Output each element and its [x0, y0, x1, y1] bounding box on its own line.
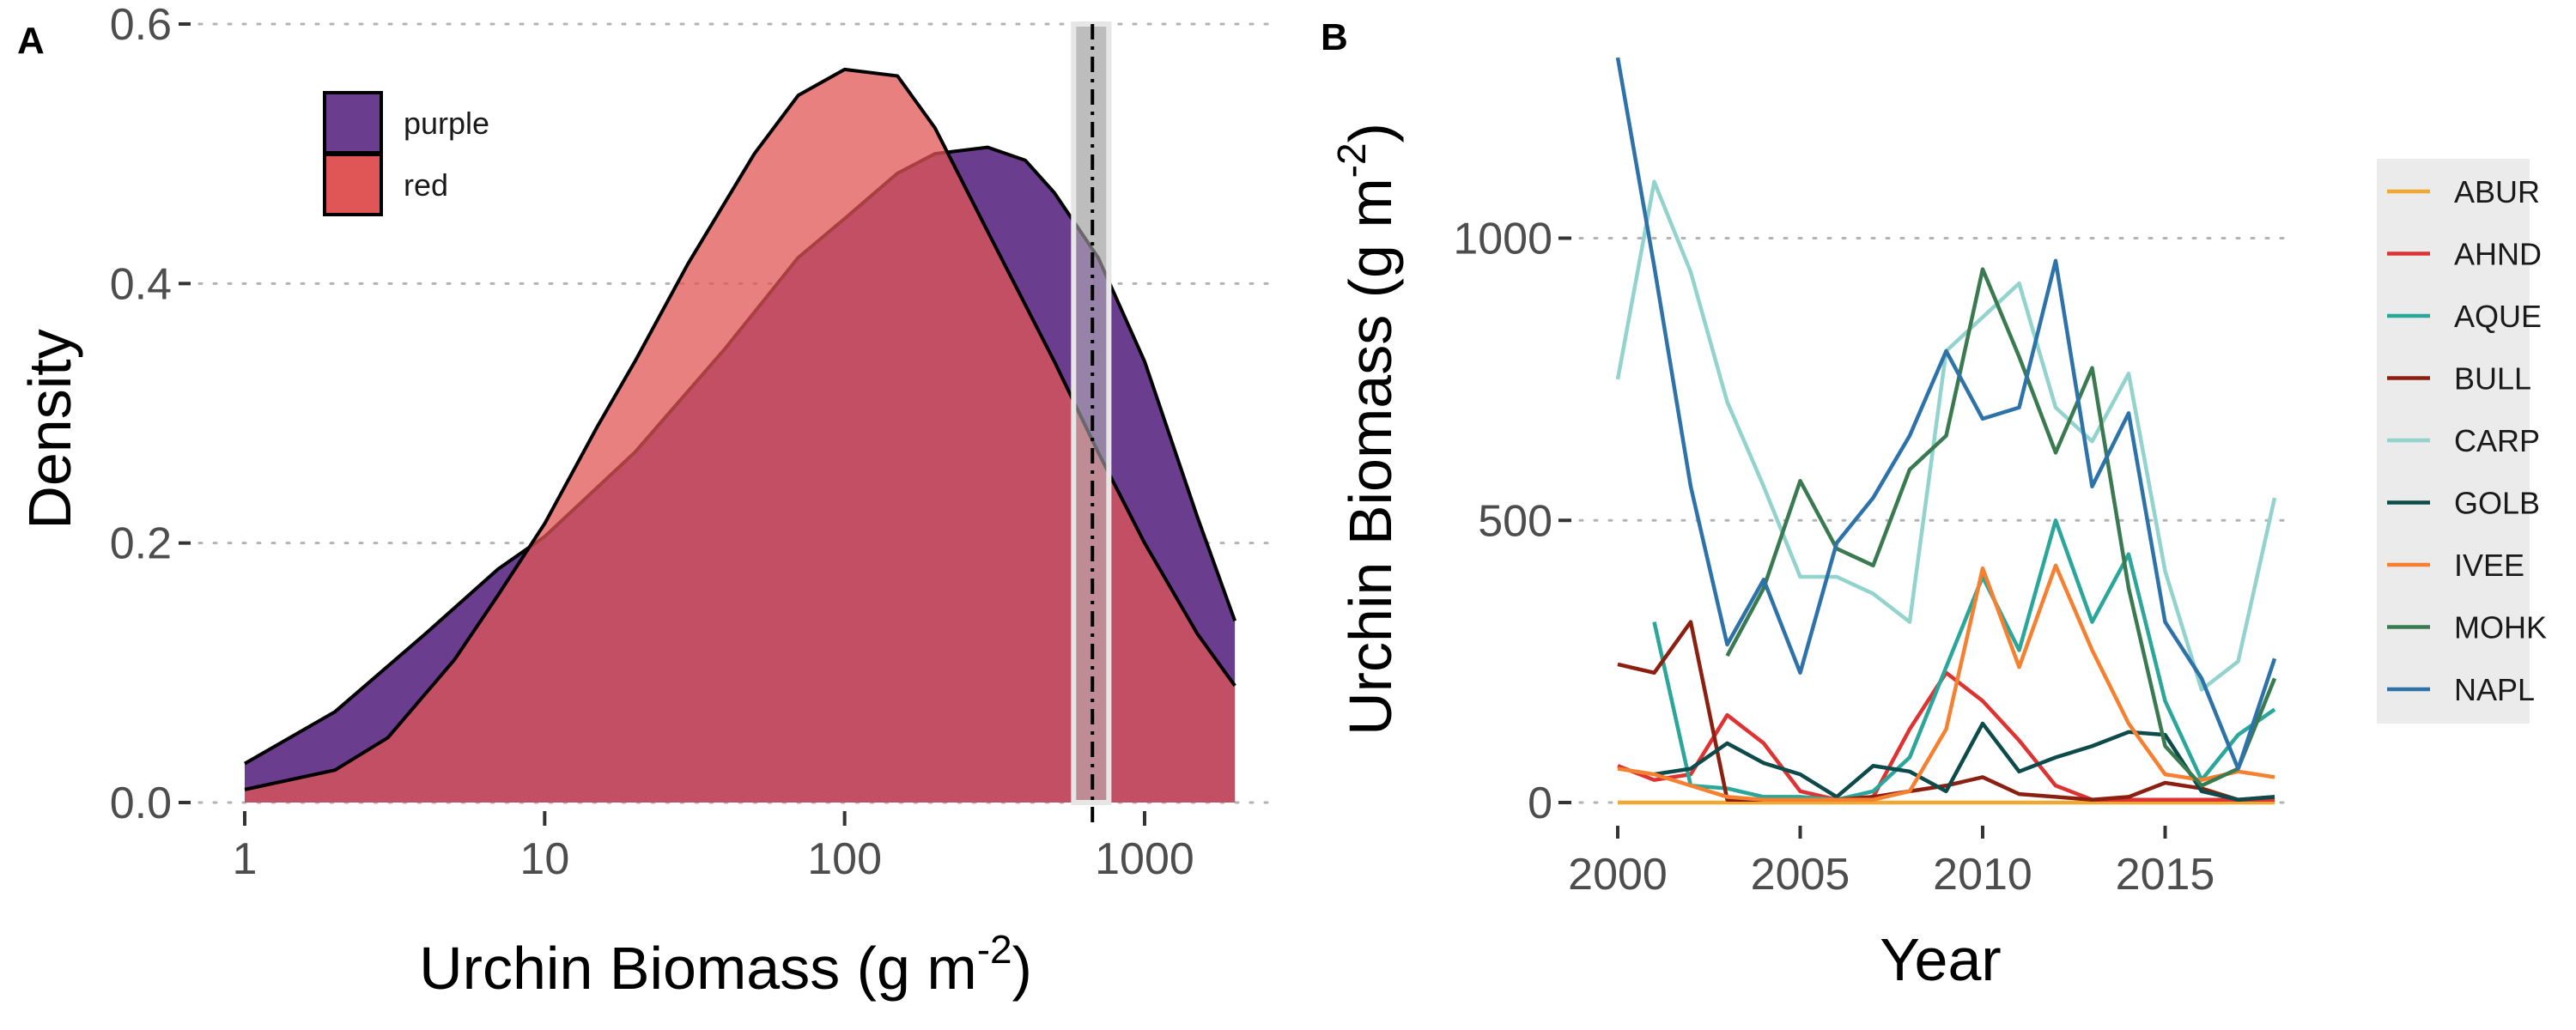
density-legend-swatch-purple: [323, 91, 383, 154]
density-panel: A 0.0 0.2 0.4 0.6 1 10 100 1000 purple red Dens…: [16, 0, 1281, 1002]
density-y-tick-label: 0.6: [110, 0, 172, 50]
timeseries-x-tick-label: 2005: [1751, 850, 1850, 900]
timeseries-legend: ABUR AHND AQUE BULL CARP GOLB IVEE MOHK NAPL: [2377, 159, 2547, 724]
density-x-axis-title: Urchin Biomass (g m-2): [419, 927, 1032, 1002]
density-area-red: [245, 69, 1236, 803]
timeseries-legend-label-carp: CARP: [2454, 423, 2540, 458]
timeseries-panel: B 0 500 1000 2000 2005 2010 2015 ABUR AHND AQUE…: [1321, 16, 2547, 993]
reference-band-overlay: [1071, 21, 1112, 805]
timeseries-legend-label-mohk: MOHK: [2454, 610, 2547, 645]
density-x-tick-label: 10: [519, 834, 569, 884]
timeseries-legend-label-ahnd: AHND: [2454, 237, 2542, 272]
timeseries-x-tick-label: 2015: [2116, 850, 2215, 900]
timeseries-y-title-sup: -2: [1329, 142, 1374, 178]
timeseries-x-ticks: 2000 2005 2010 2015: [1568, 826, 2215, 900]
timeseries-x-tick-label: 2000: [1568, 850, 1668, 900]
timeseries-x-tick-label: 2010: [1933, 850, 2032, 900]
series-line-bull: [1617, 620, 2275, 802]
timeseries-lines: [1615, 57, 2277, 805]
timeseries-y-title-main: Urchin Biomass (g m: [1337, 178, 1404, 736]
density-legend-swatch-red: [323, 153, 383, 216]
timeseries-legend-label-ivee: IVEE: [2454, 548, 2524, 583]
density-x-tick-label: 1000: [1095, 834, 1194, 884]
reference-line: [1071, 21, 1112, 828]
timeseries-y-ticks: 0 500 1000: [1453, 215, 1571, 828]
timeseries-legend-label-golb: GOLB: [2454, 486, 2540, 521]
timeseries-y-title-close: ): [1337, 123, 1404, 142]
timeseries-y-tick-label: 1000: [1453, 215, 1552, 264]
density-x-title-close: ): [1012, 935, 1032, 1002]
density-y-tick-label: 0.2: [110, 519, 172, 569]
timeseries-legend-label-napl: NAPL: [2454, 672, 2535, 707]
panel-b-tag: B: [1321, 16, 1348, 58]
timeseries-legend-label-aque: AQUE: [2454, 299, 2542, 334]
density-y-tick-label: 0.4: [110, 259, 172, 309]
density-y-ticks: 0.0 0.2 0.4 0.6: [110, 0, 191, 828]
density-x-ticks: 1 10 100 1000: [233, 811, 1194, 884]
density-y-tick-label: 0.0: [110, 779, 172, 828]
density-y-axis-title: Density: [16, 329, 83, 529]
timeseries-legend-label-bull: BULL: [2454, 361, 2531, 397]
density-legend-label-purple: purple: [404, 106, 489, 141]
timeseries-y-tick-label: 500: [1478, 496, 1552, 546]
series-line-golb: [1654, 721, 2275, 802]
density-x-title-sup: -2: [977, 927, 1012, 972]
density-legend: purple red: [323, 91, 489, 216]
series-line-ahnd: [1617, 670, 2275, 802]
panel-a-tag: A: [17, 20, 45, 62]
series-line-napl: [1615, 57, 2277, 771]
timeseries-gridlines: [1578, 237, 2293, 804]
timeseries-y-tick-label: 0: [1528, 779, 1552, 828]
series-line-mohk: [1725, 267, 2277, 788]
density-legend-label-red: red: [404, 167, 448, 203]
timeseries-legend-label-abur: ABUR: [2454, 174, 2540, 209]
timeseries-y-axis-title: Urchin Biomass (g m-2): [1329, 123, 1404, 736]
density-x-tick-label: 100: [807, 834, 882, 884]
series-line-aque: [1652, 518, 2276, 802]
series-line-ivee: [1617, 563, 2275, 802]
density-x-title-main: Urchin Biomass (g m: [419, 935, 977, 1002]
timeseries-x-axis-title: Year: [1880, 926, 2001, 993]
density-x-tick-label: 1: [233, 834, 258, 884]
